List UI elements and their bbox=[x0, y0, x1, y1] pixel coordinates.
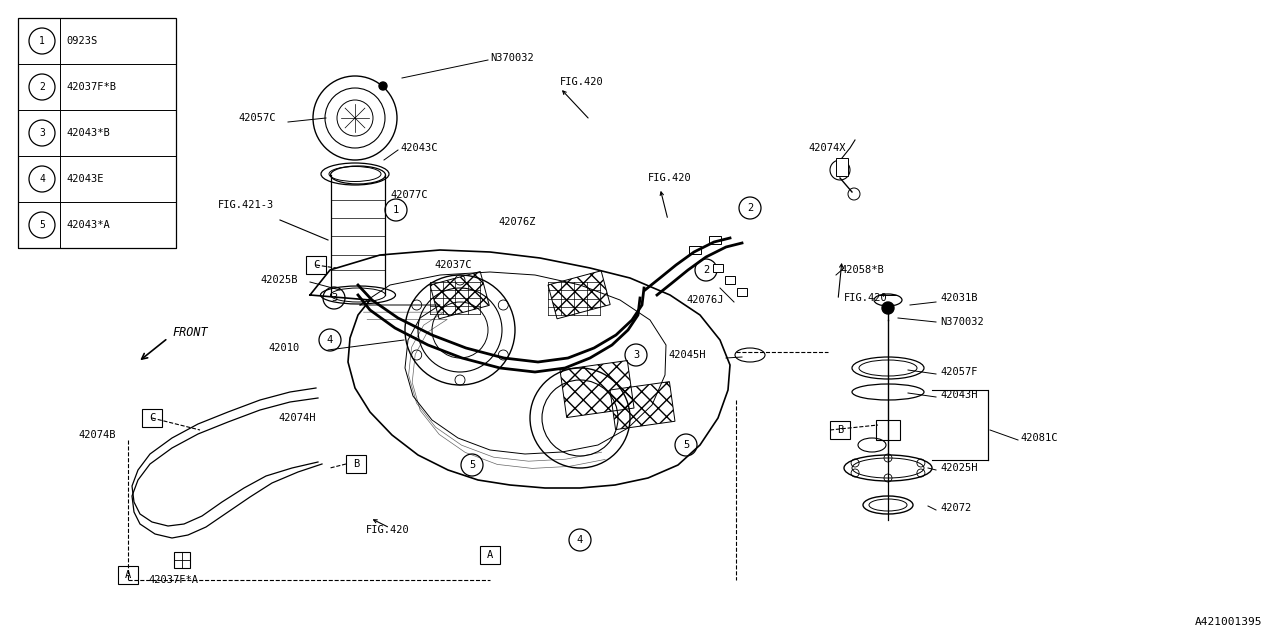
Circle shape bbox=[379, 82, 387, 90]
Text: 42077C: 42077C bbox=[390, 190, 428, 200]
Text: A: A bbox=[125, 570, 131, 580]
Bar bbox=[737, 288, 748, 296]
Text: N370032: N370032 bbox=[490, 53, 534, 63]
Text: B: B bbox=[837, 425, 844, 435]
Text: 42057F: 42057F bbox=[940, 367, 978, 377]
Bar bbox=[18, 18, 177, 248]
Bar bbox=[306, 256, 326, 274]
Text: N370032: N370032 bbox=[940, 317, 984, 327]
Text: C: C bbox=[312, 260, 319, 270]
Text: 42037C: 42037C bbox=[434, 260, 471, 270]
Bar bbox=[689, 246, 701, 254]
Text: 5: 5 bbox=[40, 220, 45, 230]
Text: 3: 3 bbox=[330, 293, 337, 303]
Text: 42043*A: 42043*A bbox=[67, 220, 110, 230]
Text: 42081C: 42081C bbox=[1020, 433, 1057, 443]
Bar bbox=[548, 271, 611, 319]
Text: 42058*B: 42058*B bbox=[840, 265, 883, 275]
Text: 42074H: 42074H bbox=[278, 413, 315, 423]
Text: 0923S: 0923S bbox=[67, 36, 97, 46]
Bar bbox=[611, 381, 675, 429]
Bar bbox=[118, 566, 138, 584]
Text: 2: 2 bbox=[40, 82, 45, 92]
Bar bbox=[174, 552, 189, 568]
Bar bbox=[561, 360, 634, 417]
Text: 42057C: 42057C bbox=[238, 113, 275, 123]
Bar bbox=[836, 158, 849, 176]
Text: 1: 1 bbox=[40, 36, 45, 46]
Text: FIG.420: FIG.420 bbox=[366, 525, 410, 535]
Text: 4: 4 bbox=[40, 174, 45, 184]
Text: A: A bbox=[486, 550, 493, 560]
Text: 4: 4 bbox=[577, 535, 584, 545]
Text: FIG.420: FIG.420 bbox=[648, 173, 691, 183]
Bar bbox=[346, 455, 366, 473]
Text: 42025H: 42025H bbox=[940, 463, 978, 473]
Text: C: C bbox=[148, 413, 155, 423]
Text: 42037F*B: 42037F*B bbox=[67, 82, 116, 92]
Text: 42072: 42072 bbox=[940, 503, 972, 513]
Bar bbox=[480, 546, 500, 564]
Bar bbox=[829, 421, 850, 439]
Text: FIG.420: FIG.420 bbox=[844, 293, 888, 303]
Text: 42045H: 42045H bbox=[668, 350, 705, 360]
Text: 42043E: 42043E bbox=[67, 174, 104, 184]
Text: 3: 3 bbox=[632, 350, 639, 360]
Text: 1: 1 bbox=[393, 205, 399, 215]
Text: 42043C: 42043C bbox=[399, 143, 438, 153]
Text: 42076J: 42076J bbox=[686, 295, 723, 305]
Bar bbox=[724, 276, 735, 284]
Text: 42074B: 42074B bbox=[78, 430, 115, 440]
Text: 42031B: 42031B bbox=[940, 293, 978, 303]
Bar bbox=[430, 271, 489, 319]
Text: 42025B: 42025B bbox=[260, 275, 297, 285]
Bar bbox=[876, 420, 900, 440]
Text: FRONT: FRONT bbox=[172, 326, 207, 339]
Text: FIG.421-3: FIG.421-3 bbox=[218, 200, 274, 210]
Text: B: B bbox=[353, 459, 360, 469]
Text: 2: 2 bbox=[746, 203, 753, 213]
Bar bbox=[713, 264, 723, 272]
Text: 42043*B: 42043*B bbox=[67, 128, 110, 138]
Text: 42074X: 42074X bbox=[808, 143, 846, 153]
Text: 3: 3 bbox=[40, 128, 45, 138]
Circle shape bbox=[882, 302, 893, 314]
Text: 42010: 42010 bbox=[268, 343, 300, 353]
Bar bbox=[142, 409, 163, 427]
Text: 42037F*A: 42037F*A bbox=[148, 575, 198, 585]
Text: 42043H: 42043H bbox=[940, 390, 978, 400]
Text: 2: 2 bbox=[703, 265, 709, 275]
Text: FIG.420: FIG.420 bbox=[561, 77, 604, 87]
Text: 5: 5 bbox=[682, 440, 689, 450]
Text: 5: 5 bbox=[468, 460, 475, 470]
Text: 42076Z: 42076Z bbox=[498, 217, 535, 227]
Bar bbox=[709, 236, 721, 244]
Text: 4: 4 bbox=[326, 335, 333, 345]
Text: A421001395: A421001395 bbox=[1194, 617, 1262, 627]
